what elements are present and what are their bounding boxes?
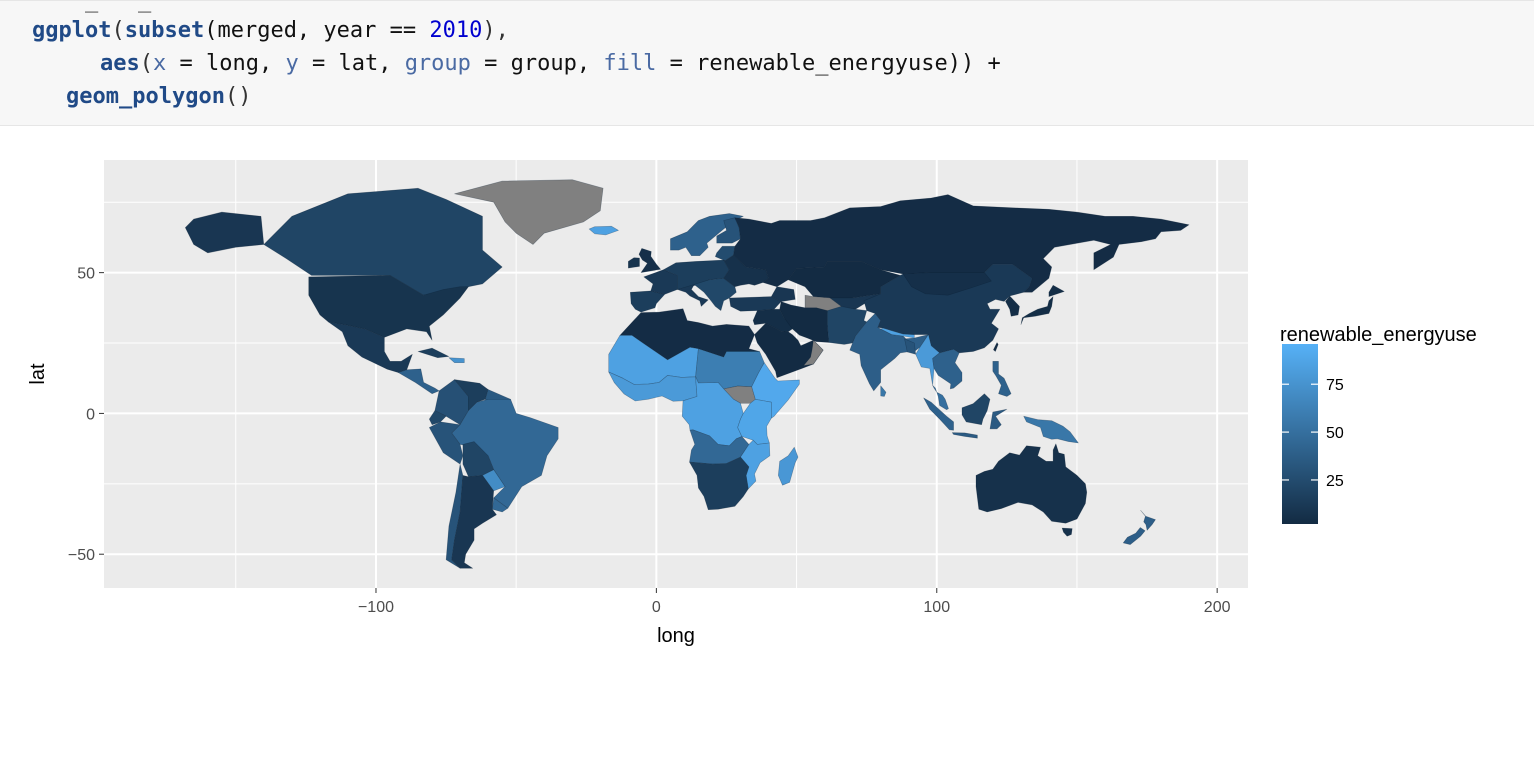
code-line-cut: _ _ (32, 0, 152, 13)
region-eastern-europe (723, 254, 769, 287)
region-new-guinea (1023, 415, 1079, 444)
region-hokkaido (1048, 285, 1065, 297)
legend-label: 75 (1326, 377, 1344, 394)
map-regions (185, 179, 1190, 569)
region-britain (638, 248, 661, 273)
y-tick-label: −50 (68, 547, 95, 564)
region-sri-lanka (880, 385, 887, 397)
region-iberia (630, 290, 666, 313)
region-balkans (693, 278, 737, 311)
region-madagascar (778, 446, 799, 486)
region-caucasus (771, 286, 796, 302)
region-sumatra (923, 397, 954, 431)
region-uruguay (492, 497, 509, 513)
region-ecuador (429, 410, 447, 425)
x-tick-label: −100 (358, 599, 394, 616)
chart: −100 0 100 200 −50 0 50 long lat renewable_en… (27, 160, 1477, 647)
region-argentina (451, 475, 497, 569)
code-line-3: geom_polygon() (66, 84, 252, 109)
legend-title: renewable_energyuse (1280, 324, 1477, 346)
region-bolivia (462, 441, 494, 478)
code-line-1: ggplot(subset(merged, year == 2010), (32, 18, 509, 43)
region-central-america (398, 368, 440, 394)
region-sulawesi (989, 408, 1008, 430)
region-oman (803, 339, 824, 366)
region-greenland (454, 179, 604, 245)
region-north-africa (619, 308, 760, 361)
region-cuba (417, 347, 450, 358)
region-alaska (185, 211, 265, 254)
region-borneo (961, 393, 991, 425)
region-philippines (992, 361, 1012, 397)
legend-label: 50 (1326, 425, 1344, 442)
region-taiwan (993, 342, 999, 352)
y-axis: −50 0 50 (68, 266, 104, 564)
code-line-2: aes(x = long, y = lat, group = group, fi… (100, 51, 1001, 76)
region-southern-africa (689, 456, 750, 510)
region-java (951, 432, 978, 439)
x-tick-label: 100 (923, 599, 950, 616)
region-tasmania (1061, 527, 1073, 537)
x-axis: −100 0 100 200 (358, 588, 1231, 616)
x-tick-label: 0 (652, 599, 661, 616)
region-korea-japan (1005, 295, 1020, 317)
y-tick-label: 50 (77, 266, 95, 283)
legend-colorbar (1282, 344, 1318, 524)
region-mongolia (902, 272, 992, 296)
region-ireland (628, 257, 640, 269)
region-venezuela (454, 379, 489, 411)
region-italy (677, 284, 709, 307)
y-tick-label: 0 (86, 406, 95, 423)
region-new-zealand-north (1140, 510, 1156, 531)
region-peru (429, 421, 464, 465)
legend: renewable_energyuse 25 50 75 (1280, 324, 1477, 524)
region-indochina (932, 348, 963, 390)
x-axis-title: long (657, 625, 695, 647)
region-afghanistan-pakistan (827, 306, 867, 345)
legend-label: 25 (1326, 473, 1344, 490)
region-east-africa (737, 399, 772, 445)
region-japan (1020, 296, 1054, 325)
region-new-zealand-south (1122, 527, 1146, 545)
x-tick-label: 200 (1204, 599, 1231, 616)
region-canada (263, 187, 503, 296)
region-hispaniola (448, 357, 465, 363)
code-block: _ _ ggplot(subset(merged, year == 2010),… (0, 0, 1534, 126)
legend-ticks: 25 50 75 (1282, 377, 1344, 490)
region-mexico (328, 321, 413, 373)
region-malay-peninsula (932, 385, 949, 411)
region-india (849, 313, 929, 392)
y-axis-title: lat (27, 363, 49, 385)
region-iceland (588, 225, 619, 236)
region-australia (975, 443, 1088, 524)
region-france (643, 269, 678, 295)
